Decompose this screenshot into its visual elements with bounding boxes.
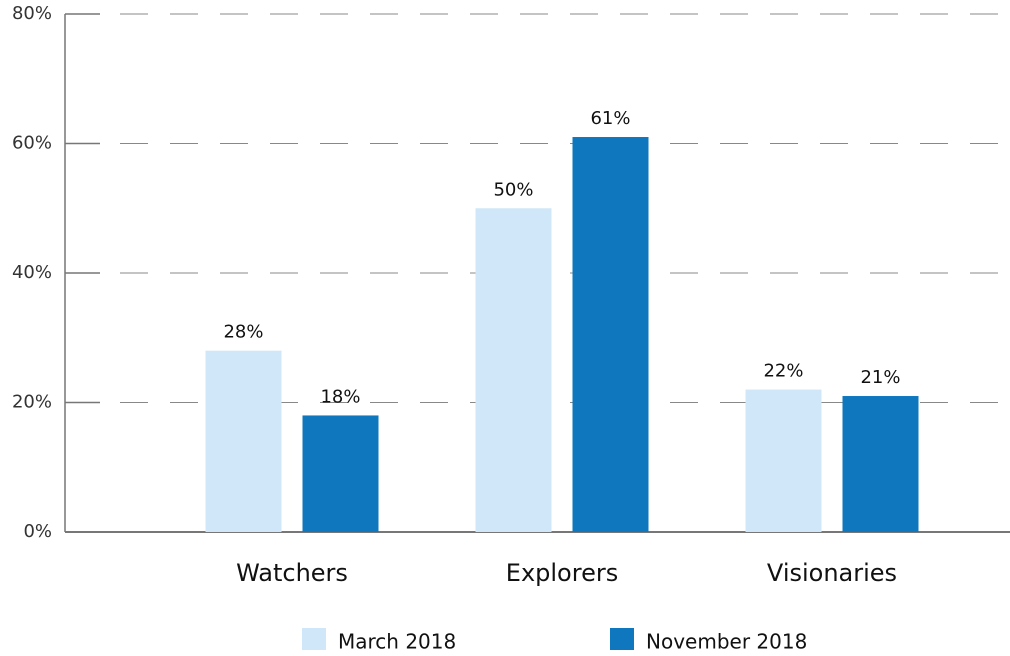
- legend-swatch: [302, 628, 326, 650]
- y-tick-label: 60%: [12, 133, 52, 154]
- x-tick-label: Explorers: [506, 559, 618, 587]
- y-tick-label: 80%: [12, 3, 52, 24]
- bar: [205, 350, 282, 532]
- legend-swatch: [610, 628, 634, 650]
- x-tick-label: Watchers: [236, 559, 348, 587]
- data-label: 18%: [320, 386, 360, 407]
- bar: [302, 415, 379, 532]
- data-label: 21%: [860, 367, 900, 388]
- data-label: 28%: [223, 322, 263, 343]
- bar: [572, 137, 649, 532]
- bar: [842, 396, 919, 532]
- data-label: 61%: [590, 108, 630, 129]
- data-label: 50%: [493, 179, 533, 200]
- bar: [745, 389, 822, 532]
- data-label: 22%: [763, 361, 803, 382]
- y-tick-label: 40%: [12, 262, 52, 283]
- legend-label: March 2018: [338, 630, 456, 654]
- x-tick-label: Visionaries: [767, 559, 897, 587]
- bar: [475, 208, 552, 532]
- y-tick-label: 20%: [12, 392, 52, 413]
- y-tick-label: 0%: [23, 521, 52, 542]
- legend-label: November 2018: [646, 630, 807, 654]
